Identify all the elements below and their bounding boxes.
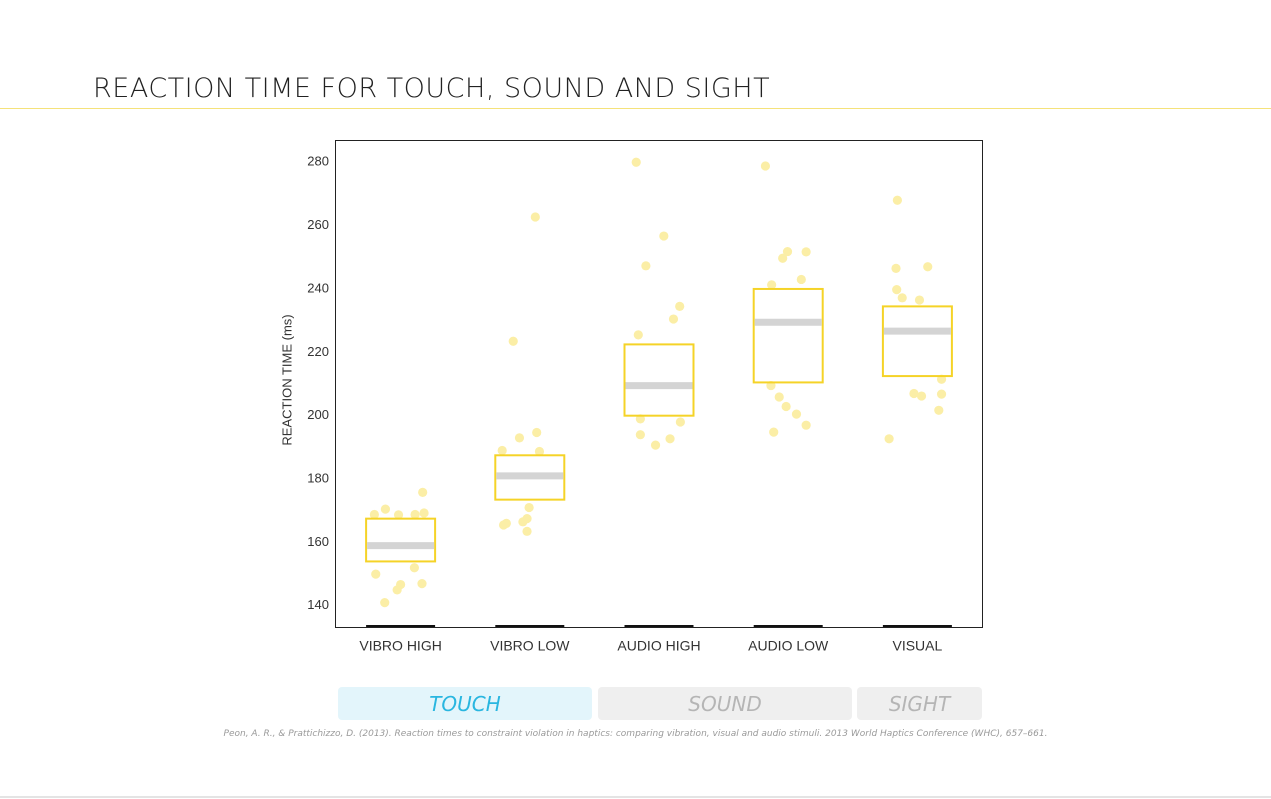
bottom-divider — [0, 796, 1271, 798]
y-tick-label: 140 — [307, 597, 329, 612]
data-point — [897, 293, 907, 303]
data-point — [892, 195, 902, 205]
data-point — [675, 301, 685, 311]
tab-sight[interactable]: SIGHT — [857, 687, 982, 720]
title-divider — [0, 108, 1271, 109]
iqr-box — [881, 305, 953, 378]
y-tick-label: 260 — [307, 217, 329, 232]
data-point — [923, 262, 933, 272]
data-point — [498, 520, 509, 530]
x-category-label: AUDIO LOW — [748, 638, 829, 654]
data-point — [668, 314, 679, 324]
data-point — [791, 409, 802, 419]
y-tick-label: 220 — [307, 344, 329, 359]
data-point — [659, 231, 669, 241]
chart-content: 140 160 180 200 220 240 260 280 VIBRO HIGH VIBRO … — [307, 154, 953, 654]
data-point — [418, 487, 428, 497]
data-point — [665, 434, 675, 444]
data-point — [769, 427, 779, 437]
x-category-label: VISUAL — [892, 638, 942, 654]
y-tick-label: 160 — [307, 534, 329, 549]
data-point — [534, 446, 545, 457]
data-point — [369, 509, 379, 520]
data-point — [781, 401, 791, 412]
data-point — [508, 336, 518, 346]
x-category-label: AUDIO HIGH — [617, 638, 700, 654]
data-point — [801, 420, 811, 430]
data-point — [909, 388, 919, 399]
x-category-label: VIBRO LOW — [490, 638, 570, 654]
data-point — [767, 280, 777, 290]
iqr-box — [623, 343, 695, 417]
x-category-label: VIBRO HIGH — [359, 638, 441, 654]
data-point — [635, 430, 645, 440]
data-point — [774, 392, 784, 402]
data-point — [497, 445, 507, 456]
data-point — [891, 263, 901, 273]
data-point — [760, 161, 771, 171]
data-point — [641, 261, 651, 271]
data-point — [532, 427, 542, 438]
iqr-box — [752, 287, 824, 384]
data-point — [419, 508, 429, 518]
y-tick-label: 240 — [307, 280, 329, 295]
data-point — [409, 563, 419, 573]
data-point — [417, 578, 427, 589]
data-point — [410, 509, 420, 520]
data-point — [393, 510, 404, 520]
y-tick-label: 280 — [307, 154, 329, 169]
data-point — [530, 212, 540, 222]
data-point — [778, 253, 788, 263]
page-title: REACTION TIME FOR TOUCH, SOUND AND SIGHT — [93, 73, 771, 104]
iqr-box — [494, 454, 566, 501]
data-point — [936, 389, 947, 399]
data-point — [782, 246, 793, 257]
data-point — [892, 284, 902, 295]
data-point — [801, 247, 811, 257]
y-tick-label: 200 — [307, 407, 329, 422]
data-point — [650, 440, 661, 450]
data-point — [914, 295, 925, 305]
y-axis-label: REACTION TIME (ms) — [279, 314, 294, 445]
tab-touch[interactable]: TOUCH — [338, 687, 592, 720]
iqr-box — [365, 517, 437, 563]
data-point — [934, 405, 944, 415]
data-point — [524, 502, 534, 513]
data-point — [796, 274, 806, 285]
data-point — [380, 598, 390, 608]
citation: Peon, A. R., & Prattichizzo, D. (2013). … — [223, 729, 1048, 739]
y-tick-label: 180 — [307, 470, 329, 485]
data-point — [371, 569, 381, 579]
data-point — [522, 526, 532, 536]
data-point — [392, 585, 402, 595]
data-point — [380, 504, 391, 514]
data-point — [675, 417, 685, 427]
data-point — [514, 433, 525, 443]
data-point — [916, 391, 927, 401]
data-point — [631, 157, 641, 167]
tab-sound[interactable]: SOUND — [598, 687, 852, 720]
data-point — [522, 514, 532, 524]
data-point — [633, 330, 643, 340]
data-point — [884, 434, 894, 444]
